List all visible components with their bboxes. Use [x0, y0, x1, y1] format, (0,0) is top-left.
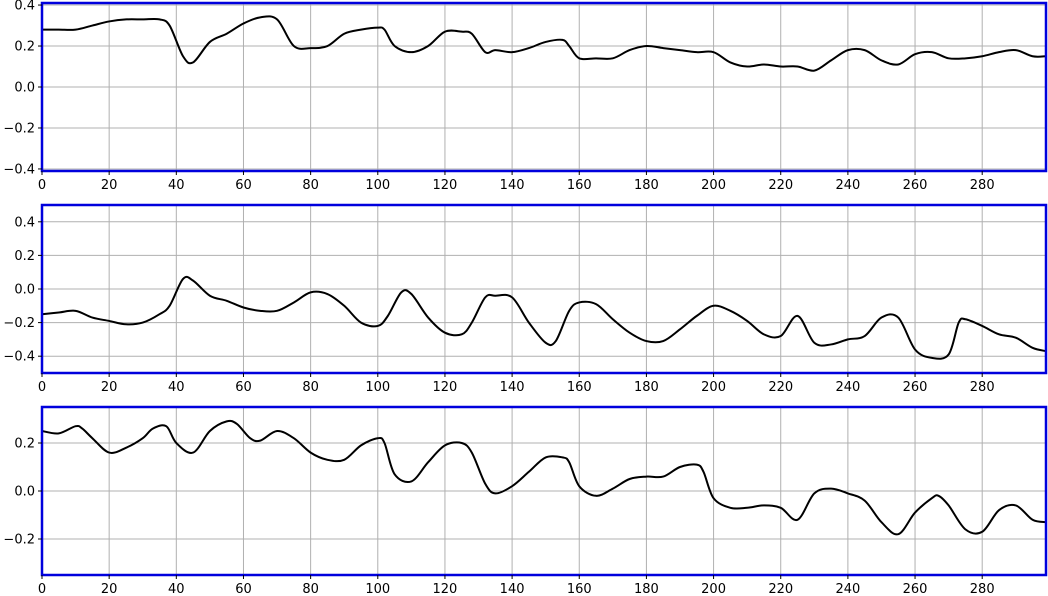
x-tick-label: 120	[433, 380, 458, 395]
y-tick-label: 0.2	[14, 249, 35, 264]
x-tick-label: 100	[365, 380, 390, 395]
x-tick-label: 240	[835, 178, 860, 193]
x-tick-label: 100	[365, 178, 390, 193]
x-tick-label: 200	[701, 582, 726, 596]
x-tick-label: 60	[235, 178, 252, 193]
panel-1: 0 20 40 60 80 100 120 140 160 180 200 220 240 260 280 −…	[3, 0, 1048, 193]
x-tick-label: 0	[38, 582, 46, 596]
y-tick-label: −0.4	[3, 162, 35, 177]
x-tick-label: 60	[235, 380, 252, 395]
y-tick-label: 0.4	[14, 0, 35, 14]
y-tick-label: 0.4	[14, 215, 35, 230]
x-tick-label: 80	[302, 178, 319, 193]
x-tick-label: 100	[365, 582, 390, 596]
x-tick-label: 280	[970, 380, 995, 395]
y-tick-label: 0.0	[14, 485, 35, 500]
panel-2: 0 20 40 60 80 100 120 140 160 180 200 220 240 260 280 −…	[3, 203, 1048, 395]
x-tick-label: 260	[903, 380, 928, 395]
y-tick-label: −0.2	[3, 533, 35, 548]
x-tick-label: 20	[101, 582, 118, 596]
y-tick-label: 0.2	[14, 437, 35, 452]
x-tick-label: 60	[235, 582, 252, 596]
x-tick-label: 240	[835, 380, 860, 395]
series-line	[41, 419, 1047, 536]
x-tick-label: 80	[302, 582, 319, 596]
x-tick-label: 220	[768, 582, 793, 596]
x-tick-label: 180	[634, 380, 659, 395]
x-tick-label: 160	[567, 380, 592, 395]
y-tick-label: −0.4	[3, 350, 35, 365]
x-tick-label: 120	[433, 178, 458, 193]
y-tick-label: −0.2	[3, 316, 35, 331]
x-tick-label: 40	[168, 582, 185, 596]
x-tick-label: 40	[168, 178, 185, 193]
x-tick-label: 80	[302, 380, 319, 395]
y-tick-label: −0.2	[3, 121, 35, 136]
x-tick-label: 140	[500, 380, 525, 395]
y-tick-label: 0.0	[14, 283, 35, 298]
x-tick-label: 0	[38, 178, 46, 193]
x-tick-label: 200	[701, 380, 726, 395]
x-tick-label: 200	[701, 178, 726, 193]
x-tick-label: 280	[970, 582, 995, 596]
x-tick-label: 160	[567, 582, 592, 596]
x-tick-label: 180	[634, 582, 659, 596]
y-tick-label: 0.2	[14, 40, 35, 55]
x-tick-label: 220	[768, 380, 793, 395]
panel-3: 0 20 40 60 80 100 120 140 160 180 200 220 240 260 280 −…	[3, 405, 1048, 596]
x-tick-label: 160	[567, 178, 592, 193]
x-tick-label: 240	[835, 582, 860, 596]
series-line	[41, 275, 1047, 360]
x-tick-label: 260	[903, 582, 928, 596]
x-tick-label: 40	[168, 380, 185, 395]
x-tick-label: 20	[101, 178, 118, 193]
x-tick-label: 140	[500, 178, 525, 193]
x-tick-label: 20	[101, 380, 118, 395]
x-tick-label: 120	[433, 582, 458, 596]
x-tick-label: 140	[500, 582, 525, 596]
x-tick-label: 180	[634, 178, 659, 193]
x-tick-label: 0	[38, 380, 46, 395]
x-tick-label: 280	[970, 178, 995, 193]
series-line	[41, 15, 1047, 72]
x-tick-label: 260	[903, 178, 928, 193]
y-tick-label: 0.0	[14, 81, 35, 96]
x-tick-label: 220	[768, 178, 793, 193]
